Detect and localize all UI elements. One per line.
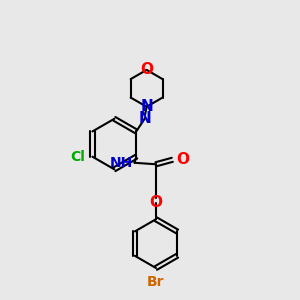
Text: O: O (149, 195, 162, 210)
Text: Br: Br (147, 275, 165, 290)
Text: N: N (140, 99, 153, 114)
Text: Cl: Cl (70, 150, 85, 164)
Text: NH: NH (110, 156, 133, 170)
Text: O: O (140, 62, 153, 77)
Text: N: N (139, 110, 152, 125)
Text: O: O (177, 152, 190, 167)
